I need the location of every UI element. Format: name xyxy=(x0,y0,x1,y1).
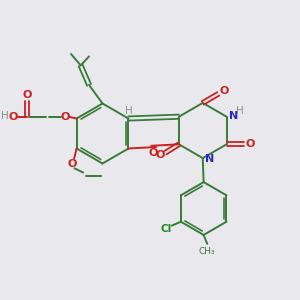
Text: N: N xyxy=(229,111,238,121)
Text: O: O xyxy=(22,90,32,100)
Text: O: O xyxy=(61,112,70,122)
Text: O: O xyxy=(219,86,228,97)
Text: CH₃: CH₃ xyxy=(199,247,215,256)
Text: H: H xyxy=(124,106,132,116)
Text: Cl: Cl xyxy=(160,224,172,234)
Text: H: H xyxy=(236,106,244,116)
Text: O: O xyxy=(245,139,255,149)
Text: N: N xyxy=(205,154,214,164)
Text: O: O xyxy=(149,148,158,158)
Text: O: O xyxy=(67,159,76,169)
Text: O: O xyxy=(155,150,165,160)
Text: H: H xyxy=(1,111,9,122)
Text: O: O xyxy=(8,112,17,122)
